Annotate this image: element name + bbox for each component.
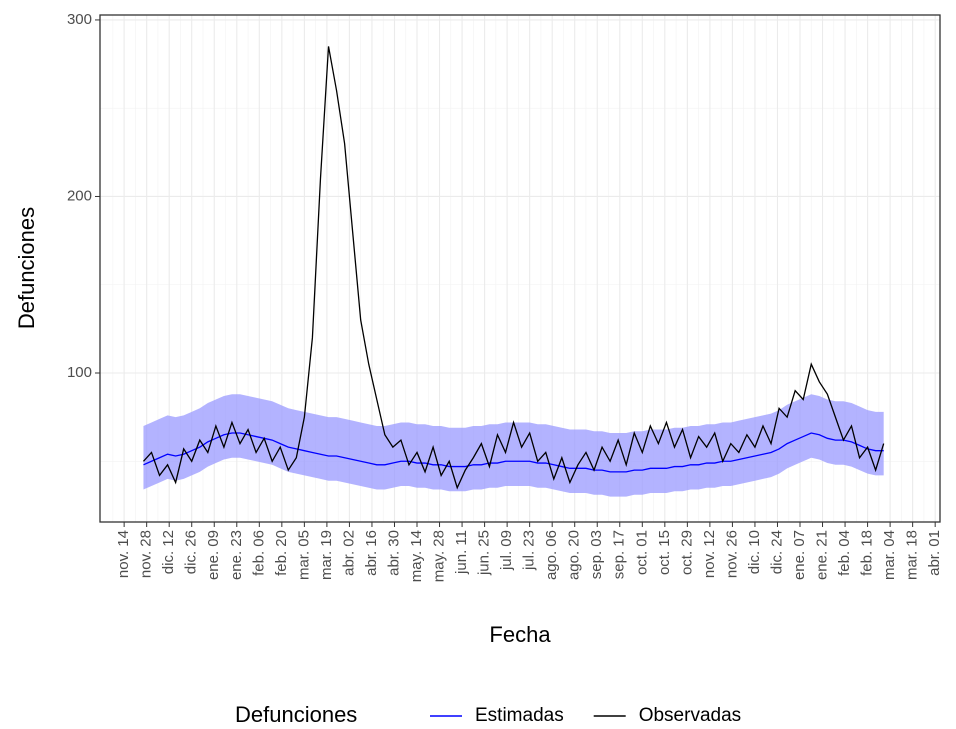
x-tick-label: jul. 09 xyxy=(498,530,515,571)
x-tick-label: may. 28 xyxy=(431,530,448,582)
legend: Defunciones Estimadas Observadas xyxy=(235,702,741,727)
x-tick-label: feb. 18 xyxy=(859,530,876,576)
x-tick-label: abr. 02 xyxy=(340,530,357,576)
x-tick-label: jun. 25 xyxy=(476,530,493,576)
x-tick-label: jul. 23 xyxy=(521,530,538,571)
legend-title: Defunciones xyxy=(235,702,357,727)
line xyxy=(142,46,885,490)
x-tick-label: sep. 03 xyxy=(588,530,605,579)
x-tick-label: dic. 26 xyxy=(183,530,200,574)
y-tick-label: 300 xyxy=(67,11,92,28)
x-tick-label: abr. 16 xyxy=(363,530,380,576)
x-tick-label: ene. 09 xyxy=(205,530,222,580)
x-tick-label: jun. 11 xyxy=(453,530,470,575)
x-tick-label: may. 14 xyxy=(408,530,425,582)
x-tick-label: oct. 29 xyxy=(678,530,695,575)
x-tick-label: sep. 17 xyxy=(611,530,628,579)
axes: nov. 14 nov. 28 dic. 12 dic. 26 ene. 09 ene. … xyxy=(67,11,943,582)
x-tick-label: ago. 06 xyxy=(543,530,560,580)
x-tick-label: mar. 19 xyxy=(318,530,335,580)
x-tick-label: feb. 20 xyxy=(273,530,290,576)
legend-label: Observadas xyxy=(639,705,741,726)
line xyxy=(143,432,884,473)
x-tick-label: nov. 28 xyxy=(138,530,155,578)
x-tick-label: ago. 20 xyxy=(566,530,583,580)
plot-area xyxy=(142,46,885,497)
x-tick-label: ene. 07 xyxy=(791,530,808,580)
x-tick-label: oct. 01 xyxy=(633,530,650,575)
x-tick-label: dic. 12 xyxy=(160,530,177,574)
y-tick-label: 200 xyxy=(67,187,92,204)
panel-border xyxy=(99,14,941,523)
x-tick-label: mar. 05 xyxy=(295,530,312,580)
x-tick-label: mar. 04 xyxy=(881,530,898,580)
x-tick-label: ene. 21 xyxy=(813,530,830,580)
y-axis-title: Defunciones xyxy=(14,207,39,329)
x-tick-label: ene. 23 xyxy=(228,530,245,580)
legend-label: Estimadas xyxy=(475,705,564,726)
confidence-band xyxy=(143,394,884,497)
x-tick-label: oct. 15 xyxy=(656,530,673,575)
x-axis-title: Fecha xyxy=(489,622,551,647)
x-tick-label: nov. 26 xyxy=(723,530,740,578)
x-tick-label: dic. 24 xyxy=(768,530,785,574)
x-tick-label: feb. 06 xyxy=(250,530,267,576)
x-tick-label: feb. 04 xyxy=(836,530,853,576)
x-tick-label: abr. 01 xyxy=(926,530,943,576)
x-tick-label: nov. 14 xyxy=(115,530,132,578)
x-tick-label: mar. 18 xyxy=(904,530,921,580)
y-tick-label: 100 xyxy=(67,364,92,381)
x-tick-label: abr. 30 xyxy=(385,530,402,576)
x-tick-label: dic. 10 xyxy=(746,530,763,574)
x-tick-label: nov. 12 xyxy=(701,530,718,578)
